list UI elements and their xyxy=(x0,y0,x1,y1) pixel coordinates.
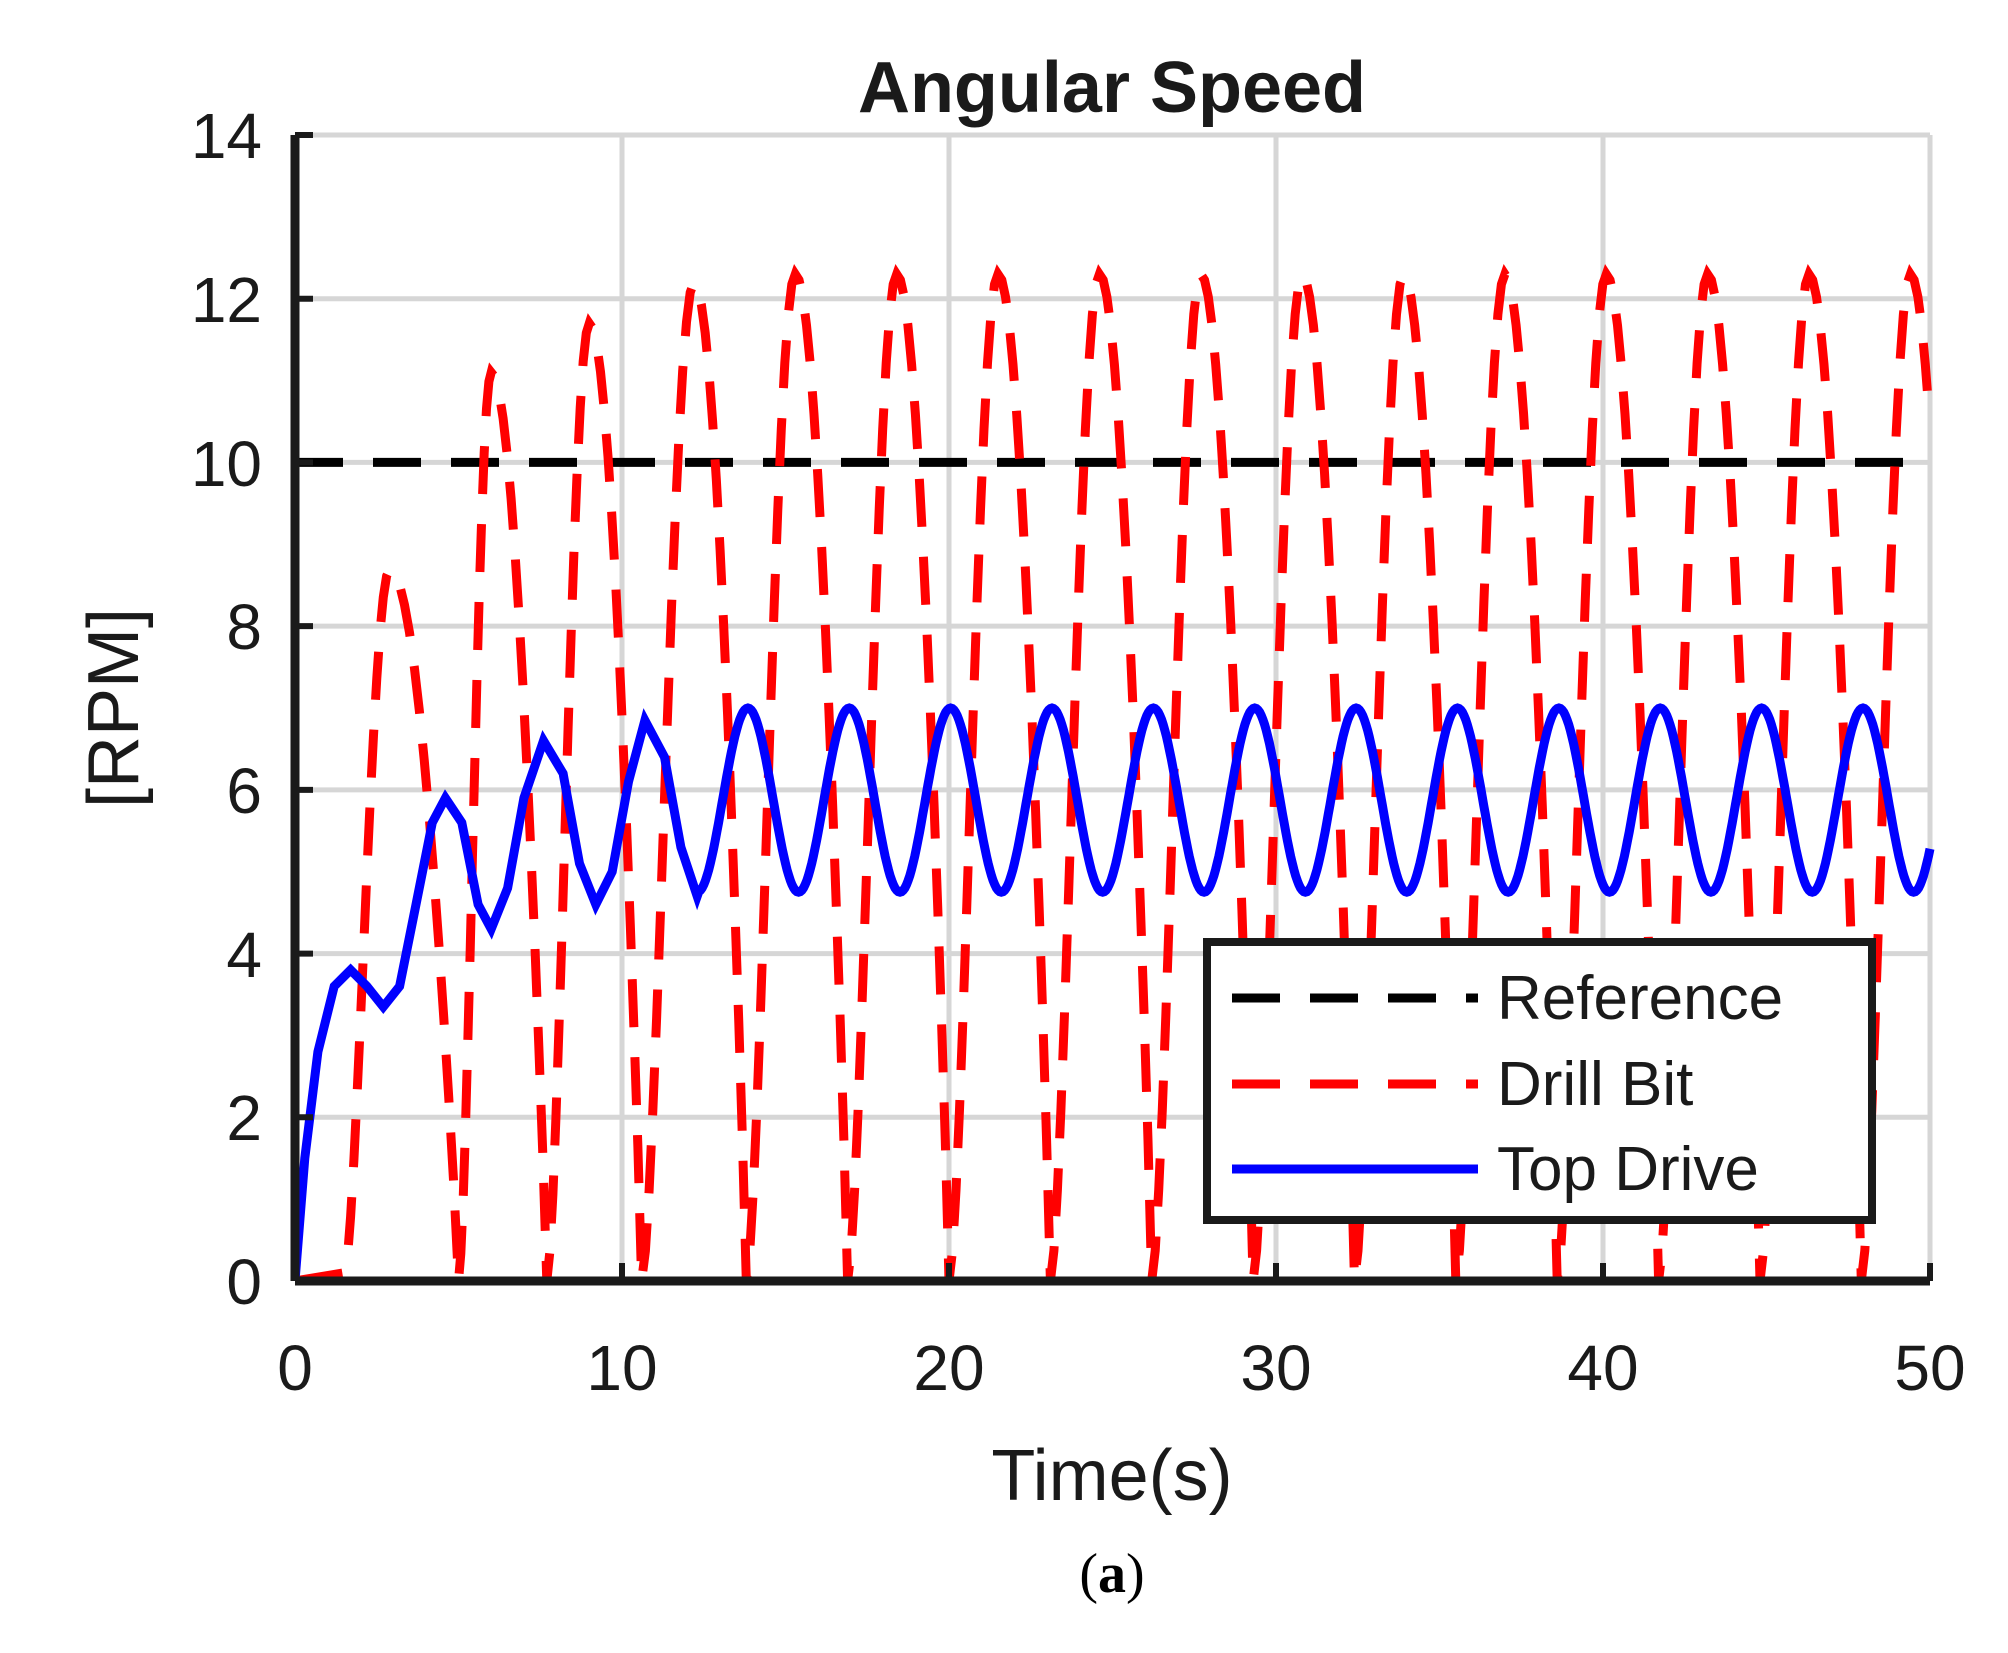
figure-caption: (a) xyxy=(1079,1543,1144,1605)
y-axis-label: [RPM] xyxy=(74,608,154,808)
x-tick-label: 0 xyxy=(277,1332,313,1404)
x-tick-label: 10 xyxy=(586,1332,657,1404)
y-tick-label: 8 xyxy=(226,591,262,663)
chart-title: Angular Speed xyxy=(858,48,1366,128)
legend-reference-label: Reference xyxy=(1497,964,1783,1033)
series-top-drive-line xyxy=(290,703,1935,1282)
x-tick-marks xyxy=(292,1263,1933,1281)
x-tick-labels: 0 10 20 30 40 50 xyxy=(277,1332,1965,1404)
y-tick-marks xyxy=(295,132,313,1284)
x-tick-label: 50 xyxy=(1894,1332,1965,1404)
legend: Reference Drill Bit Top Drive xyxy=(1203,938,1876,1224)
x-tick-label: 40 xyxy=(1567,1332,1638,1404)
caption-letter: a xyxy=(1098,1543,1126,1605)
x-tick-label: 20 xyxy=(913,1332,984,1404)
y-tick-label: 4 xyxy=(226,919,262,991)
y-tick-label: 2 xyxy=(226,1082,262,1154)
y-tick-labels: 0 2 4 6 8 10 12 14 xyxy=(191,100,262,1318)
y-tick-label: 10 xyxy=(191,428,262,500)
y-tick-label: 6 xyxy=(226,755,262,827)
x-tick-label: 30 xyxy=(1240,1332,1311,1404)
caption-open-paren: ( xyxy=(1079,1543,1098,1605)
legend-top-drive-label: Top Drive xyxy=(1497,1135,1759,1204)
legend-drill-bit-label: Drill Bit xyxy=(1497,1050,1693,1119)
y-tick-label: 14 xyxy=(191,100,262,172)
y-tick-label: 12 xyxy=(191,264,262,336)
y-tick-label: 0 xyxy=(226,1246,262,1318)
caption-close-paren: ) xyxy=(1126,1543,1145,1605)
x-axis-label: Time(s) xyxy=(991,1436,1232,1516)
